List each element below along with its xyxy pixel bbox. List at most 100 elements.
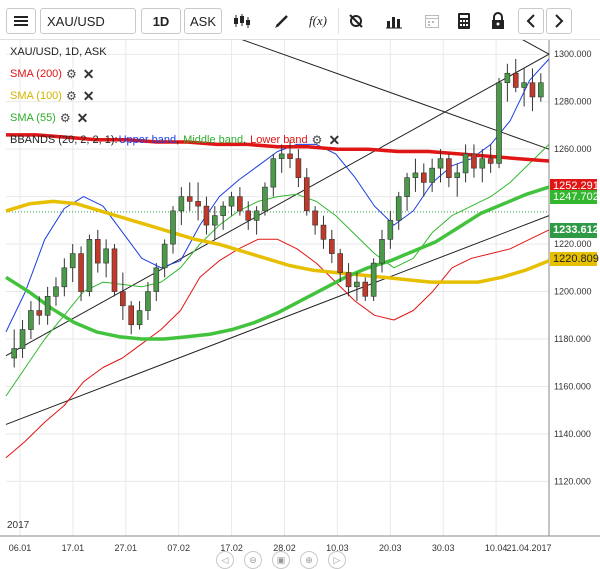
bbands-lower-label: Lower band	[250, 134, 308, 146]
y-tick-label: 1180.000	[554, 334, 591, 344]
resistance-line-2	[449, 0, 550, 55]
candle-body	[471, 153, 477, 169]
tools-button[interactable]	[342, 8, 370, 34]
sma100-label: SMA (100)	[10, 90, 62, 102]
zoom-in-icon: ⊕	[305, 554, 313, 565]
sma200-label: SMA (200)	[10, 68, 62, 80]
candle-body	[53, 286, 59, 297]
function-button[interactable]: f(x)	[308, 13, 328, 28]
candle-body	[303, 177, 310, 212]
candle-body	[312, 210, 318, 226]
close-icon[interactable]: ✕	[76, 110, 89, 126]
x-tick-label: 06.01	[9, 543, 32, 553]
scroll-back-button[interactable]	[518, 8, 544, 34]
candle-body	[512, 72, 519, 88]
lock-icon	[492, 12, 504, 29]
arrow-left-icon	[526, 14, 535, 28]
x-tick-label: 17.01	[62, 543, 85, 553]
gear-icon[interactable]: ⚙	[59, 111, 71, 125]
close-icon[interactable]: ✕	[82, 66, 95, 82]
pen-draw-icon	[275, 15, 288, 28]
sma100-line	[5, 199, 550, 284]
gear-icon[interactable]: ⚙	[65, 89, 77, 103]
candle-body	[145, 291, 151, 311]
candle-body	[462, 153, 469, 174]
calculator-button[interactable]	[450, 8, 478, 34]
close-icon[interactable]: ✕	[328, 132, 341, 148]
gear-icon[interactable]: ⚙	[311, 133, 323, 147]
close-icon[interactable]: ✕	[82, 88, 95, 104]
candle-body	[36, 310, 43, 316]
candle-body	[111, 248, 118, 292]
channel-upper-line	[5, 53, 550, 357]
candle-body	[354, 281, 360, 288]
gear-icon[interactable]: ⚙	[65, 67, 77, 81]
toolbar-divider	[338, 8, 339, 34]
x-tick-label: 28.02	[273, 543, 296, 553]
x-tick-label: 30.03	[432, 543, 455, 553]
bb-upper-band-line	[5, 58, 550, 333]
candle-body	[195, 201, 201, 207]
candle-body	[262, 186, 268, 212]
candle-body	[161, 243, 168, 269]
volume-bars-icon	[386, 17, 402, 29]
candle-body	[11, 348, 17, 359]
y-tick-label: 1220.000	[554, 239, 592, 249]
scroll-forward-button[interactable]	[546, 8, 572, 34]
candle-body	[295, 158, 302, 178]
x-tick-label: 07.02	[167, 543, 190, 553]
legend-title-text: XAU/USD, 1D, ASK	[10, 46, 107, 58]
legend-sma200: SMA (200) ⚙ ✕	[10, 67, 94, 81]
candle-body	[94, 239, 101, 264]
zoom-reset-button[interactable]: ▣	[272, 551, 290, 569]
chart-type-button[interactable]	[228, 8, 256, 34]
volume-button[interactable]	[380, 8, 408, 34]
x-tick-label: 10.04	[485, 543, 508, 553]
scroll-left-button[interactable]: ◁	[216, 551, 234, 569]
candle-body	[153, 267, 160, 292]
price-side-selector[interactable]: ASK	[184, 8, 222, 34]
zoom-out-button[interactable]: ⊖	[244, 551, 262, 569]
candle-body	[120, 291, 126, 307]
menu-button[interactable]	[6, 8, 36, 34]
sma55-line	[5, 185, 550, 341]
calculator-icon	[458, 13, 470, 29]
candle-body	[61, 267, 68, 288]
candle-body	[220, 205, 226, 216]
candle-body	[170, 210, 176, 245]
lock-button[interactable]	[484, 8, 512, 34]
candle-body	[78, 253, 84, 292]
candle-body	[178, 196, 185, 212]
candle-body	[136, 310, 143, 326]
y-tick-label: 1300.000	[554, 49, 592, 59]
candle-body	[253, 210, 260, 221]
x-tick-label: 21.04.2017	[506, 543, 551, 553]
candle-body	[345, 272, 352, 288]
legend-sma100: SMA (100) ⚙ ✕	[10, 89, 94, 103]
y-tick-label: 1260.000	[554, 144, 592, 154]
bbands-label: BBANDS (20, 2, 2, 1):	[10, 134, 118, 146]
candle-body	[446, 158, 452, 178]
scroll-right-icon: ▷	[333, 554, 341, 565]
candle-body	[69, 253, 76, 269]
settings-tools-icon	[349, 14, 363, 28]
y-tick-label: 1140.000	[554, 429, 591, 439]
x-tick-label: 10.03	[326, 543, 349, 553]
sma55-label: SMA (55)	[10, 112, 56, 124]
candle-body	[479, 158, 486, 169]
scroll-right-button[interactable]: ▷	[328, 551, 346, 569]
draw-button[interactable]	[268, 8, 296, 34]
candle-body	[28, 310, 34, 330]
y-tick-label: 1160.000	[554, 381, 591, 391]
calendar-button[interactable]	[418, 8, 446, 34]
zoom-in-button[interactable]: ⊕	[300, 551, 318, 569]
timeframe-selector[interactable]: 1D	[141, 8, 181, 34]
candle-body	[395, 196, 402, 221]
candle-body	[44, 296, 51, 316]
symbol-selector[interactable]: XAU/USD	[40, 8, 136, 34]
chart-canvas[interactable]: 1300.0001280.0001260.0001240.0001220.000…	[0, 0, 600, 557]
candle-body	[504, 72, 511, 84]
candle-body	[337, 253, 343, 273]
candle-body	[538, 82, 544, 98]
